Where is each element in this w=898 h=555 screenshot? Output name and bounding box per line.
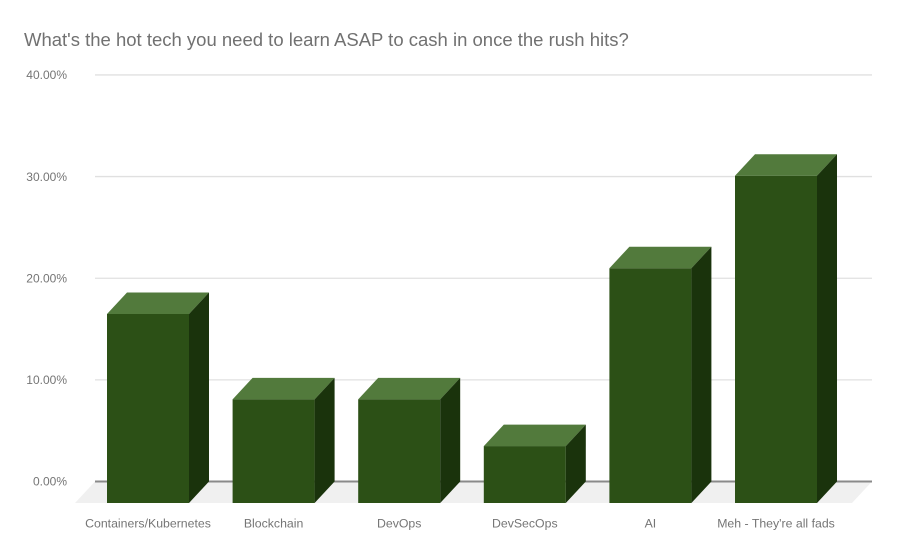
bar-blockchain[interactable] [232,377,335,503]
y-tick-label: 20.00% [26,271,67,285]
bar-ai[interactable] [609,246,712,503]
bar-front-face [232,399,315,503]
bar-side-face [189,292,209,503]
x-category-label: Blockchain [244,517,304,531]
bar-side-face [565,424,586,503]
bar-top-face [107,292,209,314]
bar-devops[interactable] [358,377,461,503]
bar-meh-they-re-all-fads[interactable] [735,154,837,504]
x-category-label: Containers/Kubernetes [85,517,211,531]
bar-side-face [691,246,712,503]
bar-front-face [483,446,566,503]
bar-top-face [483,424,586,447]
bar-top-face [609,246,712,269]
chart-title: What's the hot tech you need to learn AS… [24,29,629,50]
x-category-label: DevOps [377,517,421,531]
y-tick-label: 0.00% [33,475,67,489]
bar-side-face [440,377,461,503]
bar-devsecops[interactable] [483,424,586,503]
bar-top-face [232,377,335,400]
y-tick-label: 40.00% [26,68,67,82]
bar-front-face [358,399,441,503]
bar-containers-kubernetes[interactable] [107,292,209,503]
y-tick-label: 10.00% [26,373,67,387]
x-category-label: DevSecOps [492,517,558,531]
bar-top-face [358,377,461,400]
bar-front-face [107,313,189,503]
bar-front-face [609,268,692,503]
bar-top-face [735,154,837,176]
x-category-label: AI [645,517,657,531]
y-tick-label: 30.00% [26,170,67,184]
bar-side-face [817,154,837,504]
bar-front-face [735,175,817,504]
x-category-label: Meh - They're all fads [717,517,835,531]
bar-side-face [314,377,335,503]
